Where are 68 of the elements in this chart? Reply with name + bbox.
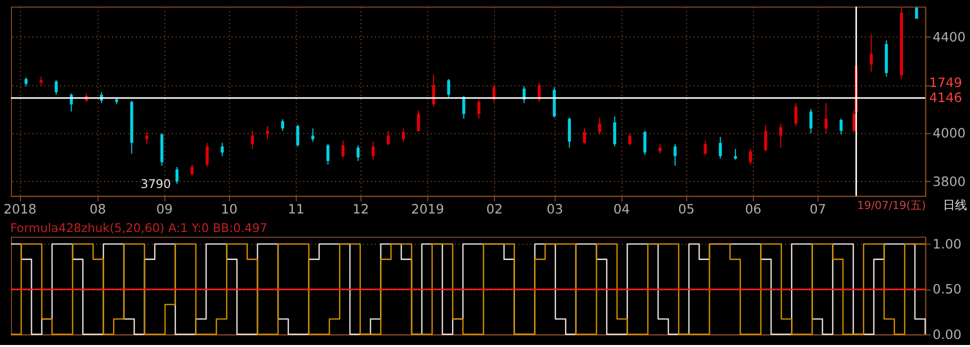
- candlestick: [538, 82, 541, 102]
- candlestick: [281, 118, 284, 132]
- y-tick-label: 1.00: [932, 237, 962, 252]
- x-tick-label: 2019: [411, 202, 444, 218]
- x-tick-label: 10: [220, 202, 238, 218]
- annotation: 3790: [140, 176, 172, 191]
- x-tick-label: 11: [288, 202, 304, 218]
- x-tick-label: 02: [486, 202, 503, 218]
- candlestick: [206, 142, 209, 168]
- ref-line-label: 4146: [929, 91, 962, 106]
- x-tick-label: 07: [810, 202, 826, 218]
- candlestick: [628, 132, 632, 146]
- candlestick: [386, 130, 390, 146]
- y-tick-label: 3800: [932, 174, 966, 190]
- candlestick: [477, 98, 480, 120]
- candlestick: [779, 123, 782, 148]
- candlestick: [356, 144, 360, 162]
- x-tick-label: 06: [744, 202, 762, 218]
- candlestick: [734, 148, 737, 160]
- candlestick: [915, 6, 918, 20]
- candlestick: [40, 76, 43, 87]
- text: 日线: [943, 198, 968, 212]
- candlestick: [613, 116, 616, 147]
- candlestick: [266, 126, 270, 140]
- y-tick-label: 0.00: [932, 328, 962, 343]
- x-tick-label: 08: [89, 202, 106, 218]
- y-tick-label: 4400: [932, 30, 966, 46]
- x-tick-label: 04: [613, 202, 630, 218]
- candlestick: [643, 130, 646, 156]
- candlestick: [296, 124, 300, 147]
- candlestick: [824, 102, 828, 134]
- x-tick-label: 2018: [4, 202, 37, 218]
- candlestick: [840, 118, 843, 135]
- y-tick-label: 4000: [932, 126, 966, 142]
- candlestick: [764, 124, 768, 152]
- x-tick-label: 03: [546, 202, 564, 218]
- y-tick-label: 0.50: [932, 282, 962, 298]
- candlestick: [447, 78, 450, 98]
- candlestick: [326, 144, 330, 166]
- candlestick: [250, 130, 254, 150]
- candlestick: [175, 166, 178, 184]
- candlestick: [749, 148, 752, 166]
- candlestick: [462, 95, 466, 120]
- candlestick: [190, 164, 194, 176]
- candlestick: [718, 136, 722, 160]
- candlestick: [145, 132, 148, 145]
- candlestick: [870, 34, 873, 72]
- x-tick-label: 05: [678, 202, 695, 218]
- candlestick: [372, 141, 375, 160]
- candlestick: [568, 117, 571, 148]
- candlestick: [402, 128, 405, 142]
- candlestick: [54, 80, 58, 96]
- text: 1749: [929, 76, 962, 92]
- candlestick: [674, 144, 677, 166]
- candlestick: [658, 144, 662, 154]
- candlestick: [432, 74, 436, 108]
- x-tick-label: 12: [352, 202, 369, 218]
- ref-line-label: 19/07/19(五): [857, 198, 926, 212]
- candlestick: [342, 140, 345, 158]
- candlestick: [583, 128, 586, 145]
- x-tick-label: 09: [156, 202, 173, 218]
- candlestick: [416, 110, 420, 133]
- chart-title: Formula428zhuk(5,20,60) A:1 Y:0 BB:0.497: [10, 220, 268, 235]
- candlestick: [598, 117, 602, 135]
- candlestick: [311, 128, 314, 142]
- candlestick: [220, 142, 224, 157]
- candlestick: [794, 102, 798, 126]
- candlestick: [809, 108, 812, 134]
